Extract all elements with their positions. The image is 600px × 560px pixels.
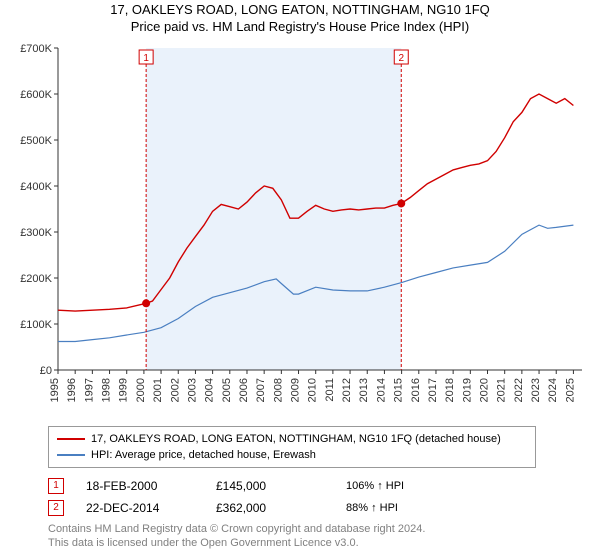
sale-marker-number: 1 (143, 53, 149, 64)
y-tick-label: £100K (20, 319, 52, 331)
container: 17, OAKLEYS ROAD, LONG EATON, NOTTINGHAM… (0, 0, 600, 550)
legend-label: 17, OAKLEYS ROAD, LONG EATON, NOTTINGHAM… (91, 431, 501, 447)
x-tick-label: 2009 (290, 378, 302, 402)
x-tick-label: 2001 (152, 378, 164, 402)
y-tick-label: £600K (20, 89, 52, 101)
x-tick-label: 2018 (444, 378, 456, 402)
x-tick-label: 2006 (238, 378, 250, 402)
title-subtitle: Price paid vs. HM Land Registry's House … (0, 19, 600, 34)
x-tick-label: 2022 (513, 378, 525, 402)
x-tick-label: 2023 (530, 378, 542, 402)
sale-row: 1 18-FEB-2000£145,000106% ↑ HPI (48, 478, 600, 494)
sale-date: 18-FEB-2000 (86, 479, 216, 493)
legend-row: 17, OAKLEYS ROAD, LONG EATON, NOTTINGHAM… (57, 431, 527, 447)
y-tick-label: £300K (20, 227, 52, 239)
x-tick-label: 2020 (479, 378, 491, 402)
sale-row: 2 22-DEC-2014£362,00088% ↑ HPI (48, 500, 600, 516)
sale-delta: 106% ↑ HPI (346, 480, 476, 492)
footer-line2: This data is licensed under the Open Gov… (48, 536, 600, 550)
sale-delta: 88% ↑ HPI (346, 502, 476, 514)
x-tick-label: 2021 (496, 378, 508, 402)
x-tick-label: 2005 (221, 378, 233, 402)
sale-marker-icon: 1 (48, 478, 64, 494)
x-tick-label: 2004 (204, 378, 216, 402)
x-tick-label: 2012 (341, 378, 353, 402)
y-tick-label: £200K (20, 273, 52, 285)
x-tick-label: 1995 (49, 378, 61, 402)
chart: £0 £100K £200K £300K £400K £500K £600K £700K 199… (10, 38, 590, 418)
y-tick-label: £0 (40, 365, 52, 377)
x-tick-label: 2013 (358, 378, 370, 402)
legend-swatch (57, 438, 85, 440)
x-tick-label: 1996 (66, 378, 78, 402)
x-tick-label: 2014 (375, 378, 387, 402)
x-tick-label: 1999 (118, 378, 130, 402)
sale-marker-number: 2 (398, 53, 404, 64)
x-tick-label: 2000 (135, 378, 147, 402)
footer-note: Contains HM Land Registry data © Crown c… (48, 522, 600, 550)
x-tick-label: 2010 (307, 378, 319, 402)
sale-price: £145,000 (216, 479, 346, 493)
x-tick-label: 1997 (83, 378, 95, 402)
sale-dot (397, 199, 405, 207)
x-tick-label: 2008 (272, 378, 284, 402)
footer-line1: Contains HM Land Registry data © Crown c… (48, 522, 600, 536)
sale-price: £362,000 (216, 501, 346, 515)
x-tick-label: 2003 (186, 378, 198, 402)
x-tick-label: 1998 (101, 378, 113, 402)
x-tick-label: 2002 (169, 378, 181, 402)
x-tick-label: 2025 (564, 378, 576, 402)
legend-swatch (57, 454, 85, 456)
x-tick-label: 2015 (393, 378, 405, 402)
legend-row: HPI: Average price, detached house, Erew… (57, 447, 527, 463)
legend-label: HPI: Average price, detached house, Erew… (91, 447, 316, 463)
chart-svg: £0 £100K £200K £300K £400K £500K £600K £700K 199… (10, 38, 590, 418)
x-tick-label: 2011 (324, 378, 336, 402)
sale-marker-icon: 2 (48, 500, 64, 516)
y-tick-label: £700K (20, 43, 52, 55)
title-block: 17, OAKLEYS ROAD, LONG EATON, NOTTINGHAM… (0, 0, 600, 34)
title-address: 17, OAKLEYS ROAD, LONG EATON, NOTTINGHAM… (0, 2, 600, 17)
sales-table: 1 18-FEB-2000£145,000106% ↑ HPI 2 22-DEC-20… (48, 478, 600, 516)
x-tick-label: 2024 (547, 378, 559, 402)
x-tick-label: 2019 (461, 378, 473, 402)
legend: 17, OAKLEYS ROAD, LONG EATON, NOTTINGHAM… (48, 426, 536, 468)
x-tick-label: 2007 (255, 378, 267, 402)
sale-dot (142, 299, 150, 307)
x-tick-label: 2016 (410, 378, 422, 402)
sale-date: 22-DEC-2014 (86, 501, 216, 515)
y-tick-label: £500K (20, 135, 52, 147)
x-tick-label: 2017 (427, 378, 439, 402)
y-tick-label: £400K (20, 181, 52, 193)
